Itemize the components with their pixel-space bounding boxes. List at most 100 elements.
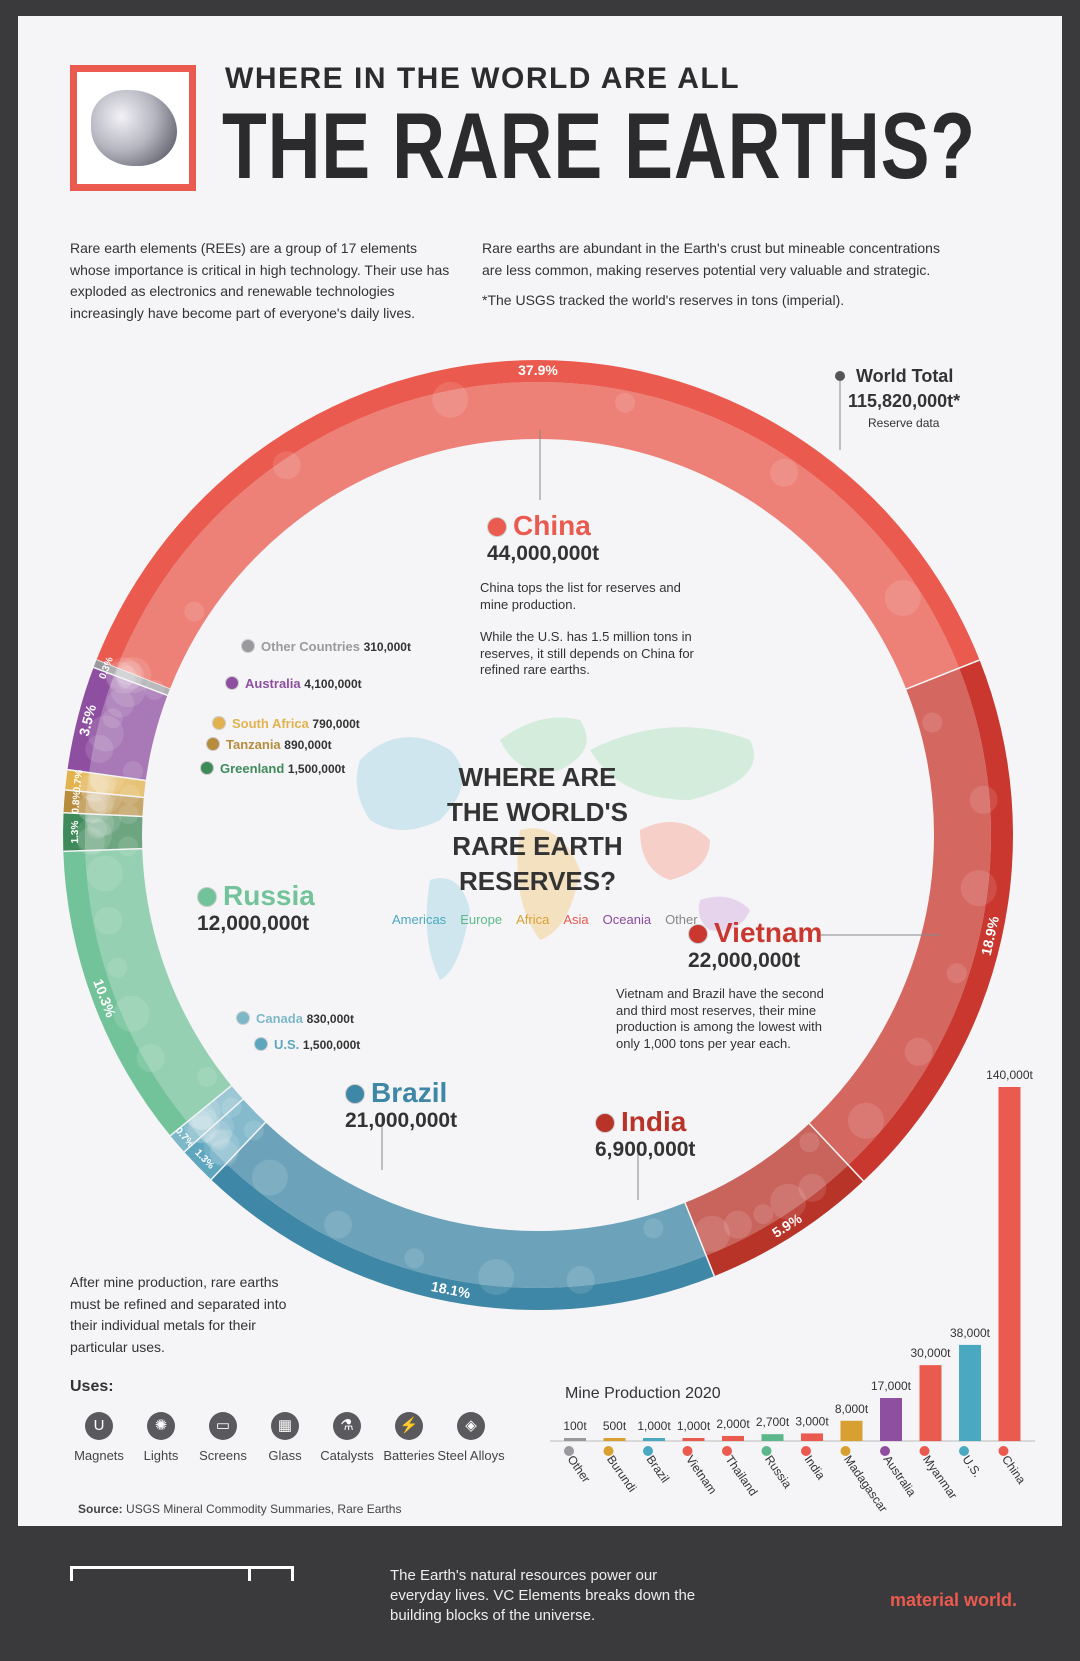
texture-india-3: [753, 1204, 774, 1225]
slice-rim-vietnam: [848, 660, 1014, 1182]
texture-china-3: [615, 392, 636, 413]
footer-text: The Earth's natural resources power our …: [390, 1567, 696, 1624]
source-line: Source: USGS Mineral Commodity Summaries…: [78, 1502, 401, 1516]
center-title-line-4: RESERVES?: [458, 865, 616, 896]
footer-logo-tick-mid: [248, 1569, 251, 1581]
slice-rim-other-countries: [93, 660, 117, 676]
slice-russia: [85, 848, 233, 1122]
slice-divider-10: [67, 768, 147, 782]
bar-value-other: 100t: [563, 1419, 587, 1433]
legend-africa: Africa: [516, 912, 550, 927]
bar-u-s: [959, 1344, 981, 1441]
map-region-6: [698, 896, 750, 931]
label-india: India 6,900,000t: [595, 1106, 695, 1162]
bar-flag-other: [564, 1446, 574, 1456]
legend-oceania: Oceania: [602, 912, 652, 927]
footer-logo-tick-right: [291, 1569, 294, 1581]
texture-greenland-2: [76, 817, 113, 854]
bar-value-russia: 2,700t: [756, 1415, 790, 1429]
world-map-icon: [356, 717, 754, 980]
bar-australia: [880, 1398, 902, 1441]
texture-china-4: [770, 458, 799, 487]
bar-flag-madagascar: [840, 1446, 851, 1456]
label-name-row-india: India: [595, 1106, 695, 1138]
texture-vietnam-3: [946, 963, 967, 984]
source-label: Source:: [78, 1502, 123, 1516]
texture-china-5: [884, 579, 921, 616]
label-russia: Russia 12,000,000t: [197, 880, 315, 936]
bar-flag-brazil: [643, 1446, 653, 1456]
texture-india-4: [723, 1210, 752, 1239]
country-value: 44,000,000t: [487, 542, 600, 565]
bar-china: [998, 1087, 1021, 1441]
flag-icon: [200, 761, 214, 775]
texture-canada-3: [191, 1110, 212, 1131]
texture-u-s-3: [209, 1130, 230, 1151]
country-name: Russia: [223, 880, 315, 911]
texture-australia-4: [106, 689, 135, 718]
center-title-line-1: WHERE ARE: [458, 762, 617, 792]
country-value: 830,000t: [306, 1012, 354, 1026]
intro-right: Rare earths are abundant in the Earth's …: [482, 240, 940, 278]
label-tanzania: Tanzania 890,000t: [206, 736, 332, 754]
steel-icon: ◈: [457, 1412, 485, 1440]
slice-divider-8: [63, 811, 144, 818]
texture-other-countries-5: [115, 657, 152, 694]
texture-greenland-3: [87, 819, 108, 840]
bar-thailand: [722, 1435, 744, 1441]
use-label: Glass: [268, 1448, 302, 1463]
battery-icon: ⚡: [395, 1412, 423, 1440]
screen-icon: ▭: [209, 1412, 237, 1440]
pct-label-tanzania: 0.8%: [70, 790, 83, 814]
pct-label-australia: 3.5%: [76, 702, 100, 737]
legend-asia: Asia: [563, 912, 589, 927]
slice-divider-6: [169, 1084, 233, 1137]
label-name-row-russia: Russia: [197, 880, 315, 912]
slice-other-countries: [114, 668, 171, 696]
slice-rim-australia: [67, 667, 115, 773]
texture-south-africa-0: [119, 784, 140, 805]
texture-u-s-0: [243, 1120, 264, 1141]
bar-flag-myanmar: [919, 1446, 930, 1456]
world-total-label: World Total: [856, 366, 954, 386]
magnet-icon: U: [85, 1412, 113, 1440]
slice-rim-tanzania: [63, 789, 88, 814]
country-name: Tanzania: [226, 737, 285, 752]
bar-flag-russia: [761, 1446, 772, 1456]
bar-value-vietnam: 1,000t: [677, 1419, 711, 1433]
label-brazil: Brazil 21,000,000t: [345, 1077, 457, 1133]
slice-rim-canada: [170, 1121, 201, 1152]
country-value: 890,000t: [284, 738, 332, 752]
use-label: Lights: [143, 1448, 179, 1463]
country-value: 6,900,000t: [595, 1138, 696, 1161]
texture-tanzania-1: [77, 794, 106, 823]
label-greenland: Greenland 1,500,000t: [200, 760, 345, 778]
flag-icon: [254, 1037, 268, 1051]
texture-brazil-4: [324, 1210, 353, 1239]
pct-label-brazil: 18.1%: [430, 1278, 473, 1301]
slice-divider-2: [808, 1122, 864, 1182]
country-name: Greenland: [220, 761, 288, 776]
refine-note: After mine production, rare earths must …: [70, 1274, 287, 1355]
footer-logo-tick-left: [70, 1569, 73, 1581]
texture-canada-0: [221, 1097, 242, 1118]
texture-other-countries-2: [105, 657, 142, 694]
bar-value-u-s: 38,000t: [950, 1326, 991, 1340]
slice-rim-brazil: [211, 1163, 715, 1311]
map-region-4: [517, 828, 580, 940]
texture-greenland-4: [86, 809, 115, 838]
texture-brazil-3: [404, 1248, 425, 1269]
use-label: Screens: [199, 1448, 247, 1463]
texture-brazil-5: [251, 1159, 288, 1196]
donut-inner-edge: [142, 439, 934, 1231]
use-label: Magnets: [74, 1448, 124, 1463]
china-note-2: While the U.S. has 1.5 million tons in r…: [480, 629, 694, 677]
texture-australia-0: [123, 761, 144, 782]
bar-value-brazil: 1,000t: [637, 1419, 671, 1433]
country-name: Other Countries: [261, 639, 364, 654]
pct-label-south-africa: 0.7%: [72, 769, 86, 793]
flag-icon: [487, 517, 507, 537]
bar-category-india: India: [802, 1453, 829, 1483]
bar-category-brazil: Brazil: [644, 1453, 673, 1486]
texture-vietnam-5: [847, 1102, 884, 1139]
